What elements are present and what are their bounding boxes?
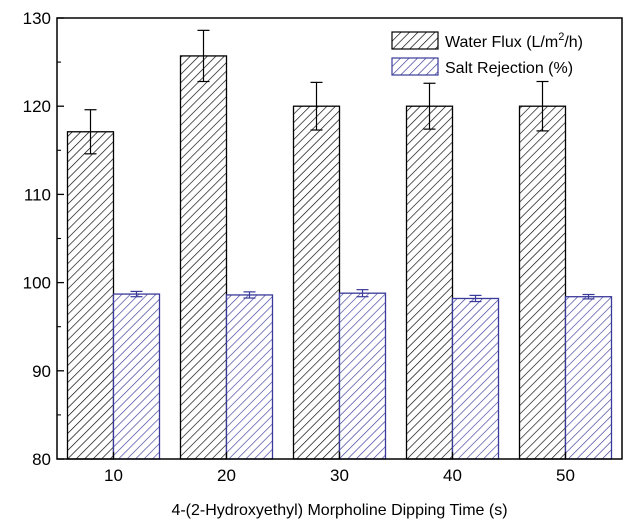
bar-salt-rejection-40 <box>451 297 500 460</box>
bar-salt-rejection-50 <box>564 296 613 460</box>
x-tick-label-30: 30 <box>330 466 349 485</box>
bar-salt-rejection-10 <box>112 293 161 460</box>
bars-layer <box>66 55 613 460</box>
error-bar-water-flux-20 <box>197 29 210 83</box>
y-tick-label-120: 120 <box>23 97 51 116</box>
legend-label-water-flux-base: Water Flux (L/m <box>445 34 558 51</box>
y-tick-label-100: 100 <box>23 274 51 293</box>
x-tick-label-20: 20 <box>217 466 236 485</box>
y-tick-label-110: 110 <box>24 185 51 204</box>
legend-label-water-flux-tail: /h) <box>564 34 583 51</box>
error-bar-water-flux-50 <box>536 80 549 132</box>
bar-salt-rejection-20 <box>225 294 274 460</box>
error-bars-layer <box>84 29 595 303</box>
x-tick-label-40: 40 <box>443 466 462 485</box>
bar-water-flux-50 <box>518 105 567 460</box>
error-bar-salt-rejection-10 <box>130 290 143 298</box>
error-bar-salt-rejection-30 <box>356 289 369 298</box>
legend-swatch-salt-rejection <box>391 57 439 76</box>
legend: Water Flux (L/m2/h) Salt Rejection (%) <box>391 31 583 77</box>
bar-water-flux-10 <box>66 131 115 460</box>
y-tick-label-90: 90 <box>32 362 51 381</box>
x-axis-title: 4-(2-Hydroxyethyl) Morpholine Dipping Ti… <box>171 502 507 519</box>
bar-water-flux-20 <box>179 55 228 460</box>
bar-water-flux-40 <box>405 105 454 460</box>
y-tick-label-130: 130 <box>23 9 51 28</box>
ticks-layer: 10 20 30 40 50 80 90 100 110 120 130 <box>23 9 575 485</box>
error-bar-water-flux-30 <box>310 81 323 131</box>
legend-label-salt-rejection: Salt Rejection (%) <box>445 60 573 77</box>
error-bar-salt-rejection-50 <box>582 293 595 300</box>
x-tick-label-10: 10 <box>104 466 123 485</box>
error-bar-salt-rejection-20 <box>243 291 256 299</box>
legend-label-water-flux-sup: 2 <box>558 31 564 43</box>
error-bar-water-flux-40 <box>423 82 436 130</box>
error-bar-salt-rejection-40 <box>469 294 482 303</box>
error-bar-water-flux-10 <box>84 109 97 155</box>
bar-water-flux-30 <box>292 105 341 460</box>
y-tick-label-80: 80 <box>32 450 51 469</box>
legend-label-water-flux: Water Flux (L/m2/h) <box>445 31 583 51</box>
bar-salt-rejection-30 <box>338 292 387 460</box>
legend-swatch-water-flux <box>391 31 439 50</box>
x-tick-label-50: 50 <box>556 466 575 485</box>
